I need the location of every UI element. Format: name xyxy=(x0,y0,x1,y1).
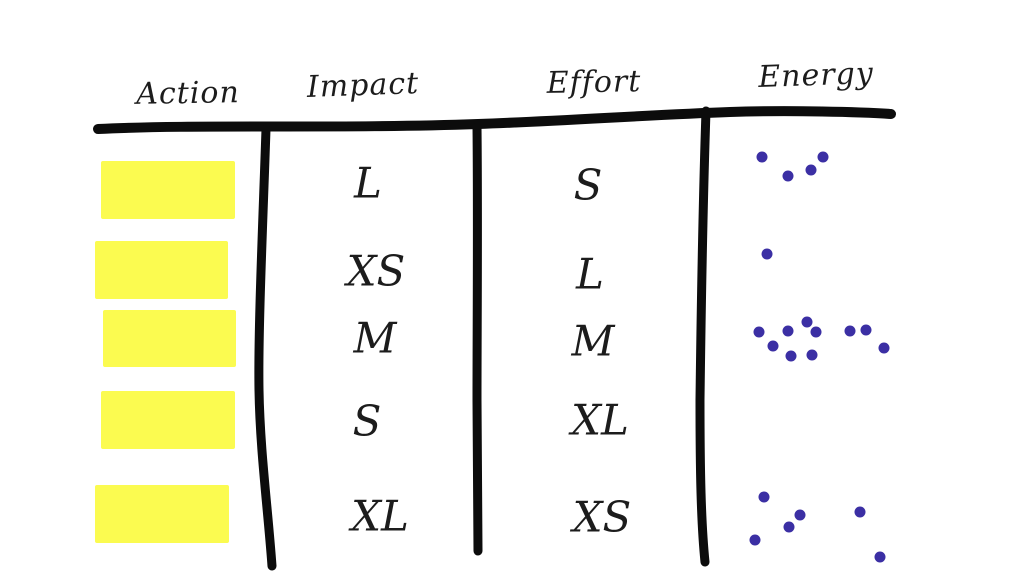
energy-dot-row-3-4 xyxy=(785,350,797,362)
sticky-note-row-2[interactable] xyxy=(95,241,228,299)
energy-dot-row-5-5 xyxy=(854,506,866,518)
energy-dot-row-3-3 xyxy=(782,325,794,337)
energy-dot-row-3-8 xyxy=(844,325,856,337)
energy-dot-row-5-2 xyxy=(794,509,806,521)
energy-dot-row-3-10 xyxy=(878,342,890,354)
energy-dot-row-1-2 xyxy=(782,170,794,182)
column-header-effort: Effort xyxy=(546,64,642,101)
energy-dot-row-1-1 xyxy=(756,151,768,163)
energy-dot-row-1-3 xyxy=(805,164,817,176)
column-header-impact: Impact xyxy=(306,66,420,105)
energy-dot-row-3-5 xyxy=(801,316,813,328)
impact-value-row-1: L xyxy=(354,158,382,208)
energy-dot-row-5-6 xyxy=(874,551,886,563)
energy-dot-row-3-9 xyxy=(860,324,872,336)
effort-value-row-1: S xyxy=(573,160,603,210)
column-divider-effort-energy xyxy=(695,106,711,567)
energy-dot-row-5-1 xyxy=(758,491,770,503)
header-underline xyxy=(93,106,896,134)
energy-dot-row-3-2 xyxy=(767,340,779,352)
column-divider-impact-effort xyxy=(472,122,483,556)
energy-dot-row-3-7 xyxy=(806,349,818,361)
energy-dot-row-3-1 xyxy=(753,326,765,338)
impact-value-row-3: M xyxy=(353,313,397,363)
energy-dot-row-5-4 xyxy=(749,534,761,546)
column-header-energy: Energy xyxy=(757,55,875,96)
energy-dot-row-2-1 xyxy=(761,248,773,260)
column-header-action: Action xyxy=(135,75,241,112)
effort-value-row-2: L xyxy=(576,249,604,299)
effort-value-row-5: XS xyxy=(572,492,632,542)
impact-value-row-4: S xyxy=(352,396,382,446)
impact-value-row-2: XS xyxy=(346,246,406,296)
impact-value-row-5: XL xyxy=(351,491,409,541)
effort-value-row-4: XL xyxy=(571,395,629,445)
sticky-note-row-5[interactable] xyxy=(95,485,229,543)
column-divider-action-impact xyxy=(254,124,277,571)
sticky-note-row-3[interactable] xyxy=(103,310,236,367)
energy-dot-row-3-6 xyxy=(810,326,822,338)
energy-dot-row-1-4 xyxy=(817,151,829,163)
sticky-note-row-4[interactable] xyxy=(101,391,235,449)
sticky-note-row-1[interactable] xyxy=(101,161,235,219)
energy-dot-row-5-3 xyxy=(783,521,795,533)
effort-value-row-3: M xyxy=(571,316,615,366)
